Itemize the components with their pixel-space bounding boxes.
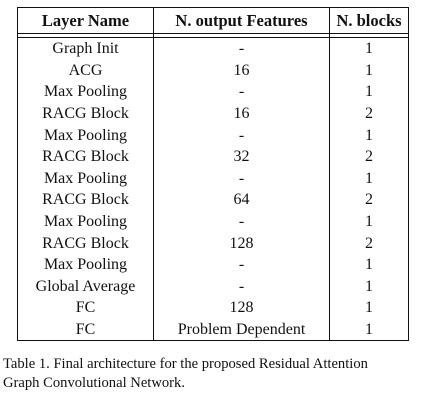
cell-blocks: 1 bbox=[329, 59, 409, 82]
cell-blocks: 1 bbox=[329, 297, 409, 319]
cell-layer-name: FC bbox=[17, 318, 154, 342]
cell-layer-name: ACG bbox=[17, 59, 154, 82]
table-row: Max Pooling - 1 bbox=[17, 210, 409, 233]
caption-line-1: Table 1. Final architecture for the prop… bbox=[3, 356, 368, 372]
cell-blocks: 2 bbox=[329, 145, 409, 168]
cell-output-features: 128 bbox=[153, 232, 330, 254]
header-output-features: N. output Features bbox=[153, 7, 330, 34]
table-header: Layer Name N. output Features N. blocks bbox=[17, 7, 409, 34]
architecture-table-container: Layer Name N. output Features N. blocks … bbox=[17, 7, 409, 342]
cell-blocks: 1 bbox=[329, 167, 409, 190]
cell-blocks: 2 bbox=[329, 232, 409, 254]
table-row: FC Problem Dependent 1 bbox=[17, 318, 409, 342]
cell-layer-name: RACG Block bbox=[17, 232, 154, 254]
cell-blocks: 1 bbox=[329, 37, 409, 60]
architecture-table: Layer Name N. output Features N. blocks … bbox=[17, 7, 409, 342]
cell-layer-name: Max Pooling bbox=[17, 81, 154, 103]
header-blocks: N. blocks bbox=[329, 7, 409, 34]
header-separator bbox=[17, 33, 409, 38]
cell-output-features: 128 bbox=[153, 297, 330, 319]
table-row: RACG Block 128 2 bbox=[17, 232, 409, 254]
cell-output-features: 32 bbox=[153, 145, 330, 168]
cell-layer-name: Max Pooling bbox=[17, 124, 154, 146]
cell-output-features: 64 bbox=[153, 189, 330, 211]
cell-layer-name: FC bbox=[17, 297, 154, 319]
cell-layer-name: Global Average bbox=[17, 275, 154, 298]
cell-output-features: 16 bbox=[153, 102, 330, 125]
caption-line-2: Graph Convolutional Network. bbox=[3, 375, 185, 391]
cell-output-features: - bbox=[153, 210, 330, 233]
cell-layer-name: Max Pooling bbox=[17, 253, 154, 276]
cell-output-features: - bbox=[153, 275, 330, 298]
cell-blocks: 1 bbox=[329, 318, 409, 342]
table-caption: Table 1. Final architecture for the prop… bbox=[3, 355, 427, 393]
table-row: ACG 16 1 bbox=[17, 59, 409, 82]
table-row: Global Average - 1 bbox=[17, 275, 409, 298]
cell-output-features: - bbox=[153, 81, 330, 103]
cell-output-features: Problem Dependent bbox=[153, 318, 330, 342]
table-row: RACG Block 16 2 bbox=[17, 102, 409, 125]
cell-blocks: 1 bbox=[329, 124, 409, 146]
cell-layer-name: Max Pooling bbox=[17, 167, 154, 190]
cell-layer-name: Max Pooling bbox=[17, 210, 154, 233]
table-row: Max Pooling - 1 bbox=[17, 124, 409, 146]
cell-blocks: 2 bbox=[329, 102, 409, 125]
header-row: Layer Name N. output Features N. blocks bbox=[17, 7, 409, 34]
table-row: RACG Block 64 2 bbox=[17, 189, 409, 211]
cell-output-features: - bbox=[153, 37, 330, 60]
cell-blocks: 1 bbox=[329, 81, 409, 103]
cell-layer-name: Graph Init bbox=[17, 37, 154, 60]
cell-output-features: - bbox=[153, 167, 330, 190]
cell-layer-name: RACG Block bbox=[17, 102, 154, 125]
cell-output-features: - bbox=[153, 253, 330, 276]
table-row: Max Pooling - 1 bbox=[17, 167, 409, 190]
cell-output-features: - bbox=[153, 124, 330, 146]
cell-blocks: 1 bbox=[329, 210, 409, 233]
cell-blocks: 2 bbox=[329, 189, 409, 211]
table-body: Graph Init - 1 ACG 16 1 Max Pooling - 1 … bbox=[17, 33, 409, 342]
table-row: Max Pooling - 1 bbox=[17, 81, 409, 103]
table-row: Graph Init - 1 bbox=[17, 37, 409, 60]
cell-layer-name: RACG Block bbox=[17, 189, 154, 211]
table-row: FC 128 1 bbox=[17, 297, 409, 319]
cell-layer-name: RACG Block bbox=[17, 145, 154, 168]
table-row: RACG Block 32 2 bbox=[17, 145, 409, 168]
table-row: Max Pooling - 1 bbox=[17, 253, 409, 276]
header-layer-name: Layer Name bbox=[17, 7, 154, 34]
cell-output-features: 16 bbox=[153, 59, 330, 82]
cell-blocks: 1 bbox=[329, 253, 409, 276]
cell-blocks: 1 bbox=[329, 275, 409, 298]
